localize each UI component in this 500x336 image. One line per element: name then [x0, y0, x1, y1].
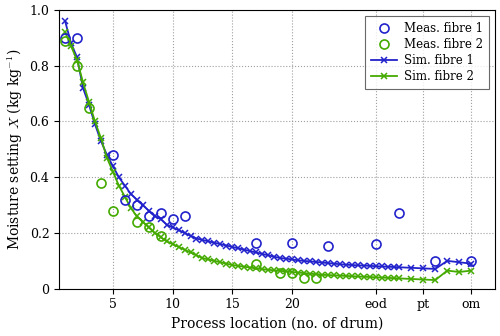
- Meas. fibre 1: [253, 241, 259, 245]
- Meas. fibre 2: [74, 64, 80, 68]
- Meas. fibre 1: [468, 259, 474, 263]
- Sim. fibre 1: [176, 228, 182, 232]
- Sim. fibre 2: [319, 273, 325, 277]
- Sim. fibre 1: [456, 260, 462, 264]
- Sim. fibre 2: [176, 245, 182, 249]
- Sim. fibre 1: [432, 267, 438, 271]
- Legend: Meas. fibre 1, Meas. fibre 2, Sim. fibre 1, Sim. fibre 2: Meas. fibre 1, Meas. fibre 2, Sim. fibre…: [365, 16, 489, 89]
- Meas. fibre 2: [289, 271, 295, 276]
- Sim. fibre 2: [456, 270, 462, 274]
- Sim. fibre 2: [164, 239, 170, 243]
- Meas. fibre 1: [158, 211, 164, 215]
- Sim. fibre 1: [62, 19, 68, 23]
- Line: Meas. fibre 1: Meas. fibre 1: [60, 33, 476, 265]
- Meas. fibre 1: [110, 153, 116, 157]
- Line: Sim. fibre 2: Sim. fibre 2: [62, 29, 474, 283]
- Meas. fibre 1: [74, 36, 80, 40]
- Meas. fibre 2: [253, 262, 259, 266]
- Meas. fibre 2: [86, 106, 92, 110]
- Sim. fibre 1: [468, 262, 474, 266]
- Meas. fibre 1: [134, 203, 140, 207]
- Sim. fibre 2: [236, 264, 242, 268]
- Meas. fibre 1: [62, 36, 68, 40]
- Meas. fibre 1: [432, 259, 438, 263]
- Meas. fibre 2: [62, 39, 68, 43]
- Meas. fibre 1: [170, 217, 175, 221]
- X-axis label: Process location (no. of drum): Process location (no. of drum): [171, 317, 384, 331]
- Meas. fibre 1: [122, 198, 128, 202]
- Meas. fibre 2: [134, 220, 140, 224]
- Y-axis label: Moisture setting $X$ (kg kg$^{-1}$): Moisture setting $X$ (kg kg$^{-1}$): [5, 49, 24, 250]
- Meas. fibre 2: [301, 276, 307, 280]
- Sim. fibre 1: [319, 260, 325, 264]
- Line: Meas. fibre 2: Meas. fibre 2: [60, 36, 320, 282]
- Meas. fibre 1: [146, 214, 152, 218]
- Meas. fibre 2: [158, 234, 164, 238]
- Sim. fibre 2: [247, 265, 253, 269]
- Sim. fibre 2: [432, 278, 438, 282]
- Sim. fibre 2: [62, 30, 68, 34]
- Sim. fibre 1: [247, 249, 253, 253]
- Meas. fibre 2: [146, 225, 152, 229]
- Meas. fibre 2: [98, 181, 104, 185]
- Meas. fibre 1: [182, 214, 188, 218]
- Sim. fibre 1: [236, 246, 242, 250]
- Sim. fibre 1: [164, 223, 170, 227]
- Meas. fibre 1: [396, 211, 402, 215]
- Meas. fibre 1: [289, 241, 295, 245]
- Line: Sim. fibre 1: Sim. fibre 1: [62, 18, 474, 272]
- Meas. fibre 1: [325, 244, 331, 248]
- Sim. fibre 2: [468, 268, 474, 272]
- Meas. fibre 2: [110, 209, 116, 213]
- Meas. fibre 2: [277, 271, 283, 276]
- Meas. fibre 2: [313, 276, 319, 280]
- Meas. fibre 1: [372, 242, 378, 246]
